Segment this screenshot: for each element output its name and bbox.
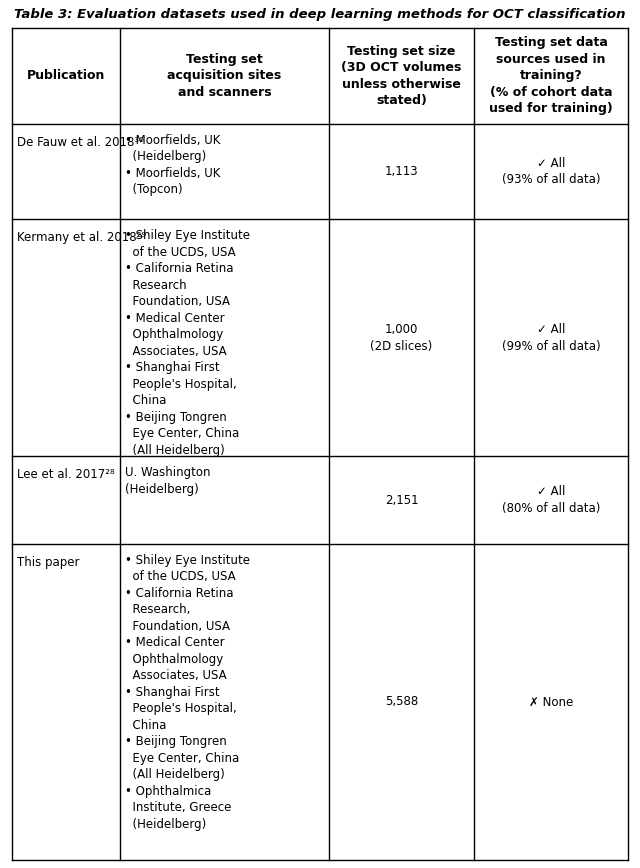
Text: 5,588: 5,588 <box>385 695 419 708</box>
Text: ✓ All
(99% of all data): ✓ All (99% of all data) <box>502 323 600 352</box>
Text: De Fauw et al. 2018³⁰: De Fauw et al. 2018³⁰ <box>17 135 144 148</box>
Text: • Moorfields, UK
  (Heidelberg)
• Moorfields, UK
  (Topcon): • Moorfields, UK (Heidelberg) • Moorfiel… <box>125 134 220 196</box>
Text: Testing set
acquisition sites
and scanners: Testing set acquisition sites and scanne… <box>168 53 282 99</box>
Text: • Shiley Eye Institute
  of the UCDS, USA
• California Retina
  Research
  Found: • Shiley Eye Institute of the UCDS, USA … <box>125 229 250 457</box>
Text: Table 3: Evaluation datasets used in deep learning methods for OCT classificatio: Table 3: Evaluation datasets used in dee… <box>14 8 626 21</box>
Text: 1,000
(2D slices): 1,000 (2D slices) <box>371 323 433 352</box>
Text: 2,151: 2,151 <box>385 494 419 507</box>
Text: 1,113: 1,113 <box>385 165 419 178</box>
Text: ✓ All
(93% of all data): ✓ All (93% of all data) <box>502 157 600 187</box>
Text: ✗ None: ✗ None <box>529 695 573 708</box>
Text: • Shiley Eye Institute
  of the UCDS, USA
• California Retina
  Research,
  Foun: • Shiley Eye Institute of the UCDS, USA … <box>125 554 250 831</box>
Text: Lee et al. 2017²⁸: Lee et al. 2017²⁸ <box>17 469 115 482</box>
Text: This paper: This paper <box>17 556 79 569</box>
Text: Testing set size
(3D OCT volumes
unless otherwise
stated): Testing set size (3D OCT volumes unless … <box>341 44 462 107</box>
Text: Publication: Publication <box>27 69 105 82</box>
Text: U. Washington
(Heidelberg): U. Washington (Heidelberg) <box>125 466 211 496</box>
Text: Testing set data
sources used in
training?
(% of cohort data
used for training): Testing set data sources used in trainin… <box>489 36 613 115</box>
Text: ✓ All
(80% of all data): ✓ All (80% of all data) <box>502 485 600 515</box>
Text: Kermany et al. 2018²⁹: Kermany et al. 2018²⁹ <box>17 232 146 245</box>
